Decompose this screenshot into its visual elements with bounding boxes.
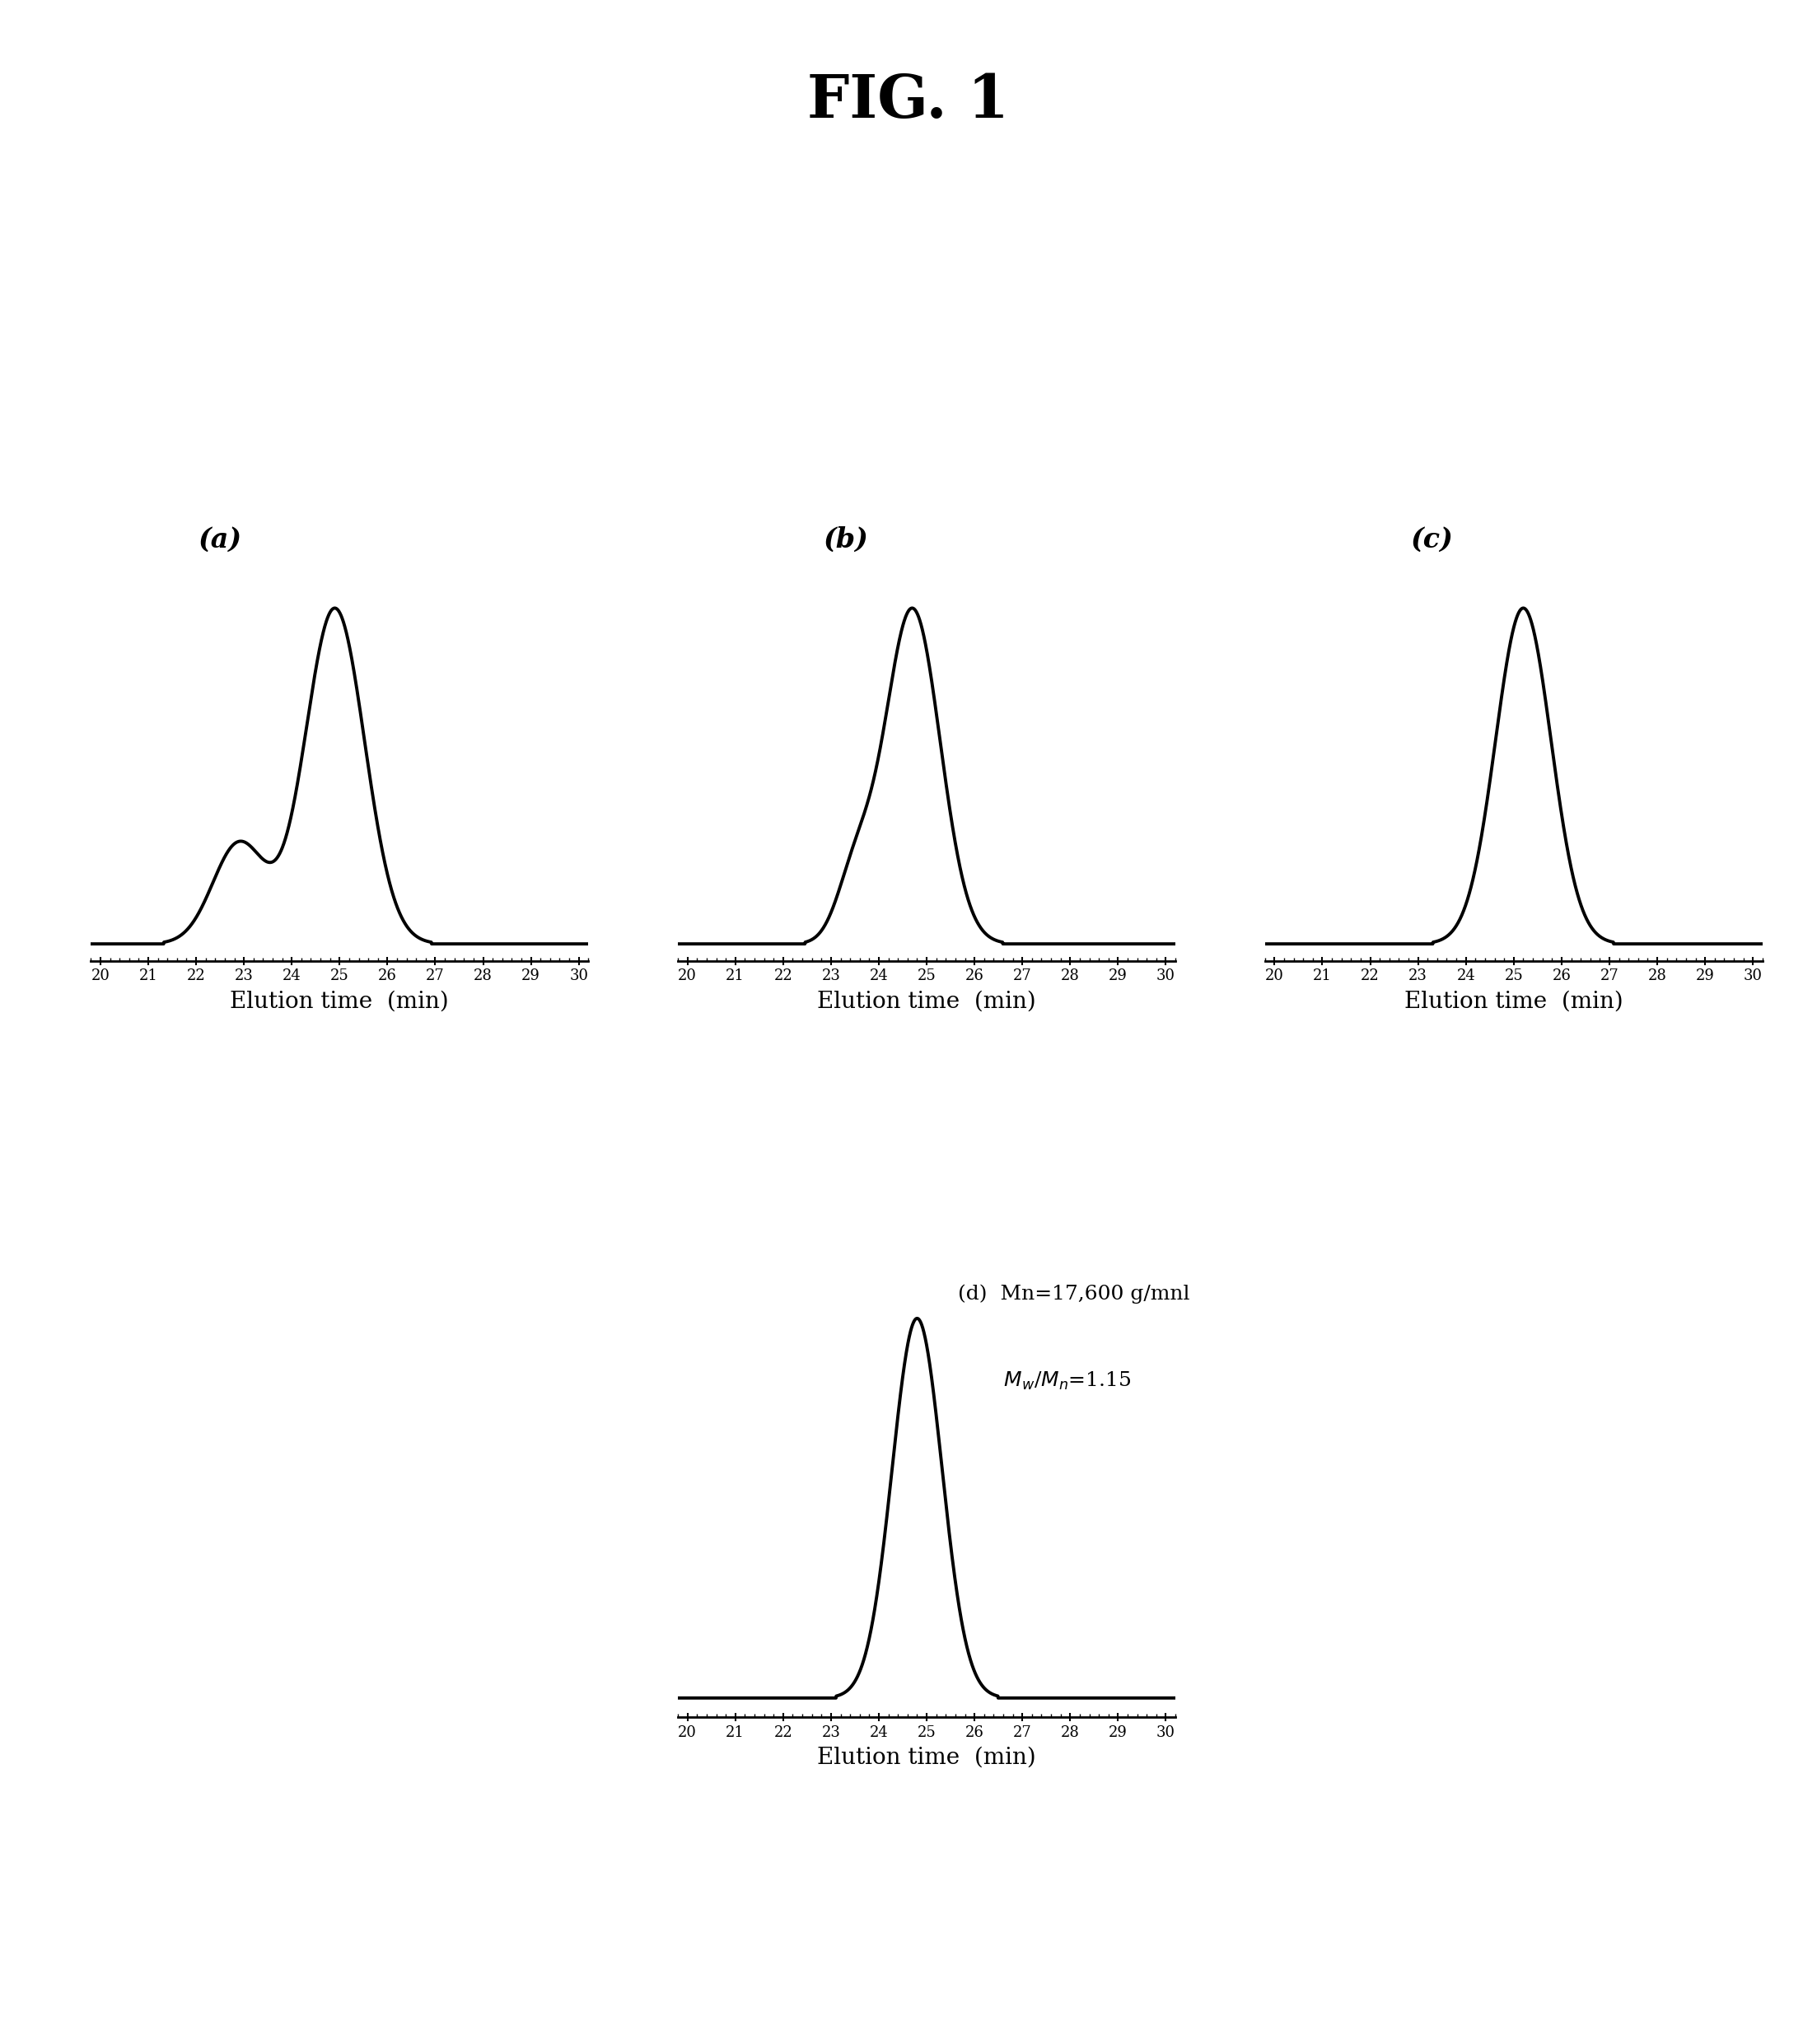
Text: (c): (c) (1410, 525, 1454, 554)
Text: (a): (a) (198, 525, 242, 554)
X-axis label: Elution time  (min): Elution time (min) (818, 1748, 1036, 1768)
Text: FIG. 1: FIG. 1 (807, 72, 1010, 131)
Text: $M_w$/$M_n$=1.15: $M_w$/$M_n$=1.15 (958, 1369, 1132, 1392)
X-axis label: Elution time  (min): Elution time (min) (231, 991, 449, 1012)
X-axis label: Elution time  (min): Elution time (min) (818, 991, 1036, 1012)
Text: (b): (b) (823, 525, 869, 554)
Text: (d)  Mn=17,600 g/mnl: (d) Mn=17,600 g/mnl (958, 1284, 1190, 1304)
X-axis label: Elution time  (min): Elution time (min) (1405, 991, 1623, 1012)
